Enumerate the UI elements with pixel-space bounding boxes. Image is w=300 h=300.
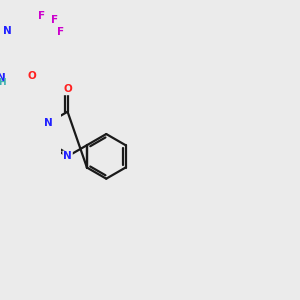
Text: O: O bbox=[63, 84, 72, 94]
Text: N: N bbox=[0, 73, 6, 83]
Text: N: N bbox=[44, 118, 52, 128]
Text: F: F bbox=[38, 11, 45, 21]
Text: N: N bbox=[3, 26, 12, 36]
Text: N: N bbox=[63, 152, 72, 161]
Text: F: F bbox=[51, 15, 58, 25]
Text: H: H bbox=[0, 78, 5, 87]
Text: O: O bbox=[27, 71, 36, 81]
Text: F: F bbox=[57, 28, 64, 38]
